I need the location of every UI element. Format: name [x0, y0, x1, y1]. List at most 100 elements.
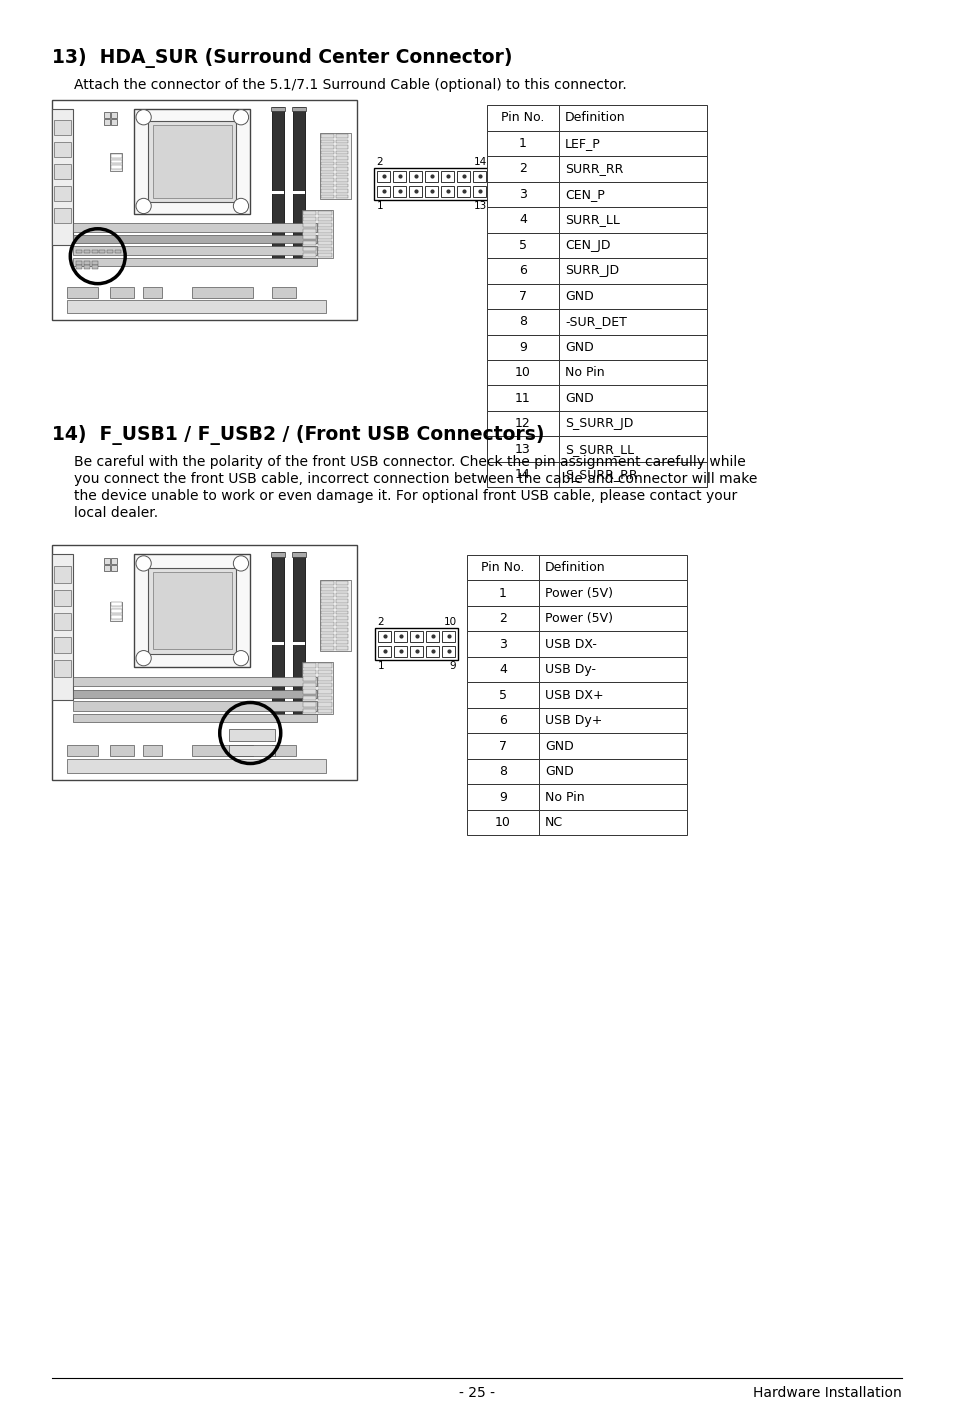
- Text: USB DX+: USB DX+: [544, 689, 603, 702]
- Text: 6: 6: [518, 264, 526, 278]
- Bar: [558, 130, 706, 156]
- Bar: [538, 657, 686, 682]
- Text: USB Dy-: USB Dy-: [544, 664, 596, 676]
- Bar: [272, 106, 283, 265]
- Bar: [538, 759, 686, 784]
- Bar: [335, 645, 348, 649]
- Bar: [335, 183, 348, 187]
- Bar: [538, 733, 686, 759]
- Bar: [318, 254, 332, 258]
- Bar: [229, 729, 274, 742]
- Text: Definition: Definition: [544, 562, 605, 574]
- Bar: [335, 139, 348, 143]
- Text: 12: 12: [515, 417, 530, 430]
- Bar: [91, 265, 97, 268]
- Bar: [111, 564, 116, 571]
- Bar: [335, 145, 348, 149]
- Bar: [558, 411, 706, 437]
- Bar: [104, 557, 110, 564]
- Bar: [54, 164, 71, 179]
- Bar: [426, 645, 439, 657]
- Bar: [73, 247, 317, 255]
- Bar: [335, 162, 348, 164]
- Bar: [321, 150, 334, 155]
- Bar: [467, 759, 538, 784]
- Bar: [111, 608, 121, 613]
- Bar: [467, 554, 538, 580]
- Text: Pin No.: Pin No.: [481, 562, 524, 574]
- Bar: [486, 105, 558, 130]
- Bar: [486, 284, 558, 309]
- Bar: [377, 170, 390, 182]
- Bar: [318, 241, 332, 245]
- Bar: [292, 106, 306, 112]
- Bar: [321, 156, 334, 159]
- Text: 7: 7: [498, 740, 506, 753]
- Bar: [193, 744, 253, 756]
- Bar: [303, 669, 316, 675]
- Bar: [303, 709, 316, 713]
- Bar: [104, 564, 110, 571]
- Text: GND: GND: [544, 740, 573, 753]
- Bar: [272, 190, 283, 194]
- Text: SURR_JD: SURR_JD: [564, 264, 618, 278]
- Bar: [293, 642, 305, 645]
- Bar: [152, 125, 232, 197]
- Bar: [73, 258, 317, 267]
- Bar: [321, 623, 334, 627]
- Text: GND: GND: [564, 391, 593, 404]
- Bar: [302, 210, 333, 258]
- Text: Definition: Definition: [564, 111, 625, 125]
- Bar: [143, 744, 162, 756]
- Text: 1: 1: [498, 587, 506, 600]
- Bar: [84, 261, 90, 265]
- Bar: [321, 179, 334, 182]
- Bar: [486, 130, 558, 156]
- Bar: [393, 186, 406, 197]
- Bar: [467, 784, 538, 810]
- Bar: [321, 139, 334, 143]
- Bar: [395, 645, 407, 657]
- Bar: [538, 631, 686, 657]
- Bar: [538, 554, 686, 580]
- Text: Power (5V): Power (5V): [544, 587, 613, 600]
- Bar: [442, 645, 455, 657]
- Bar: [467, 733, 538, 759]
- Text: 10: 10: [495, 817, 511, 830]
- Bar: [303, 230, 316, 233]
- Bar: [303, 702, 316, 706]
- Bar: [107, 250, 112, 252]
- Bar: [293, 190, 305, 194]
- Bar: [321, 645, 334, 649]
- Bar: [321, 587, 334, 591]
- Bar: [303, 683, 316, 688]
- Bar: [321, 617, 334, 620]
- Bar: [193, 286, 253, 298]
- Bar: [111, 603, 121, 607]
- Text: 4: 4: [518, 213, 526, 227]
- Bar: [486, 207, 558, 233]
- Bar: [318, 247, 332, 251]
- Circle shape: [136, 556, 152, 571]
- Bar: [378, 645, 391, 657]
- Bar: [73, 715, 317, 722]
- Bar: [76, 250, 82, 252]
- Text: 13: 13: [474, 200, 487, 211]
- Bar: [335, 617, 348, 620]
- Bar: [558, 207, 706, 233]
- Bar: [375, 628, 458, 659]
- Bar: [54, 637, 71, 654]
- Bar: [558, 233, 706, 258]
- Bar: [318, 689, 332, 693]
- Bar: [104, 119, 110, 125]
- Text: 4: 4: [498, 664, 506, 676]
- Bar: [272, 552, 283, 722]
- Text: 9: 9: [498, 791, 506, 804]
- Text: LEF_P: LEF_P: [564, 136, 600, 150]
- Bar: [321, 634, 334, 638]
- Bar: [54, 566, 71, 583]
- Bar: [558, 360, 706, 386]
- Bar: [335, 194, 348, 199]
- Bar: [375, 167, 489, 200]
- Text: local dealer.: local dealer.: [74, 506, 158, 520]
